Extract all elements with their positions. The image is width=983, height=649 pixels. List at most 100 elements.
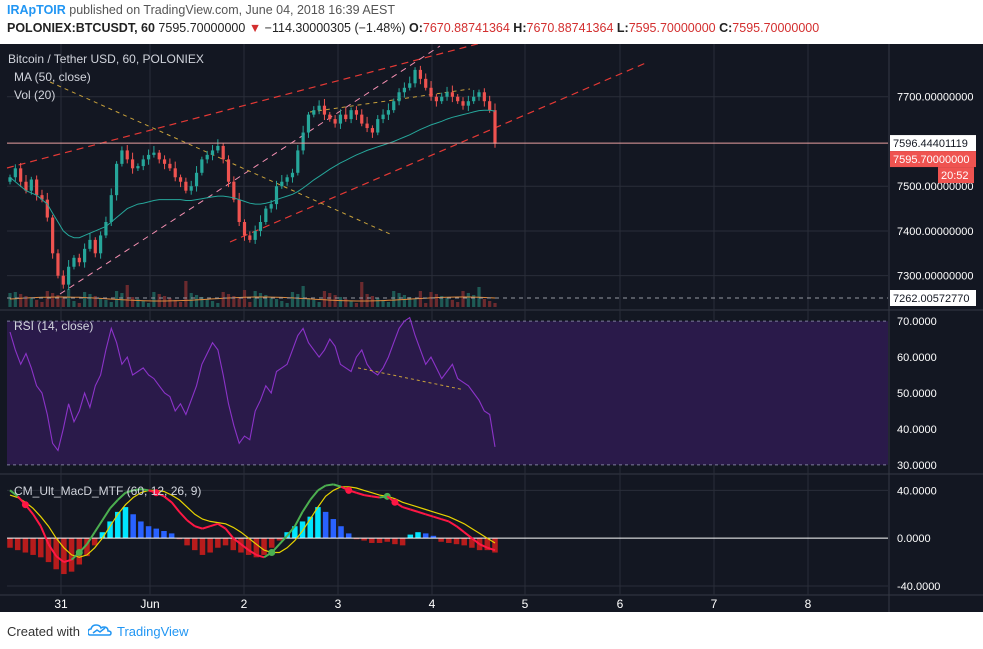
- candle-body[interactable]: [83, 248, 87, 263]
- candle-body[interactable]: [232, 181, 236, 200]
- candle-body[interactable]: [189, 186, 193, 191]
- price-axis[interactable]: 7700.00000000 7500.00000000 7400.00000000 7…: [890, 92, 976, 593]
- candle-body[interactable]: [56, 253, 60, 276]
- candle-body[interactable]: [51, 217, 55, 254]
- candle-body[interactable]: [280, 181, 284, 187]
- tradingview-brand-link[interactable]: TradingView: [117, 624, 189, 639]
- candle-body[interactable]: [146, 154, 151, 160]
- yellow-trendline[interactable]: [49, 81, 391, 235]
- candle-body[interactable]: [162, 159, 167, 164]
- candle-body[interactable]: [429, 87, 433, 97]
- candle-body[interactable]: [493, 110, 497, 144]
- macd-pane[interactable]: [7, 483, 888, 575]
- candle-body[interactable]: [397, 92, 401, 102]
- candle-body[interactable]: [434, 96, 438, 102]
- candle-body[interactable]: [109, 195, 113, 222]
- candle-body[interactable]: [114, 163, 119, 196]
- candle-body[interactable]: [253, 230, 257, 240]
- tradingview-cloud-icon[interactable]: [88, 622, 112, 638]
- candle-body[interactable]: [72, 257, 76, 267]
- candle-body[interactable]: [178, 177, 183, 182]
- candle-body[interactable]: [333, 119, 337, 124]
- candle-body[interactable]: [141, 159, 145, 167]
- candle-body[interactable]: [205, 154, 209, 160]
- candle-body[interactable]: [488, 101, 492, 111]
- candle-body[interactable]: [450, 92, 454, 97]
- candle-body[interactable]: [210, 150, 215, 155]
- candle-body[interactable]: [35, 179, 39, 196]
- candle-body[interactable]: [221, 145, 225, 160]
- candle-body[interactable]: [67, 266, 71, 285]
- candle-body[interactable]: [242, 222, 247, 236]
- candle-body[interactable]: [19, 168, 23, 182]
- rsi-pane[interactable]: [7, 316, 888, 466]
- candle-body[interactable]: [370, 128, 375, 133]
- candle-body[interactable]: [130, 159, 135, 169]
- candle-body[interactable]: [157, 152, 161, 160]
- candle-body[interactable]: [349, 110, 353, 120]
- candle-body[interactable]: [29, 179, 33, 191]
- candle-body[interactable]: [264, 208, 268, 222]
- candle-body[interactable]: [269, 204, 273, 209]
- candle-body[interactable]: [24, 181, 28, 191]
- yellow-trendline[interactable]: [309, 88, 471, 113]
- channel-upper-trendline[interactable]: [6, 44, 500, 169]
- candle-body[interactable]: [237, 199, 241, 222]
- candle-body[interactable]: [8, 177, 12, 182]
- candle-body[interactable]: [226, 159, 231, 182]
- candle-body[interactable]: [40, 195, 44, 200]
- candle-body[interactable]: [173, 168, 177, 178]
- candle-body[interactable]: [413, 69, 417, 84]
- candle-body[interactable]: [338, 114, 343, 124]
- candle-body[interactable]: [301, 132, 305, 151]
- candle-body[interactable]: [125, 150, 129, 160]
- candle-body[interactable]: [77, 257, 81, 263]
- candle-body[interactable]: [376, 119, 380, 133]
- candle-body[interactable]: [381, 114, 385, 120]
- candle-body[interactable]: [482, 92, 486, 102]
- candle-body[interactable]: [424, 78, 428, 88]
- candle-body[interactable]: [365, 123, 369, 129]
- candle-body[interactable]: [312, 110, 316, 115]
- candle-body[interactable]: [466, 101, 470, 106]
- candle-body[interactable]: [296, 150, 300, 173]
- candle-body[interactable]: [402, 87, 406, 93]
- candle-body[interactable]: [168, 163, 172, 169]
- candle-body[interactable]: [99, 235, 103, 254]
- author-link[interactable]: IRApTOIR: [7, 3, 66, 17]
- pink-trendline[interactable]: [59, 45, 441, 295]
- candle-body[interactable]: [445, 92, 449, 97]
- chart-canvas[interactable]: 7700.00000000 7500.00000000 7400.00000000 7…: [0, 44, 983, 612]
- candle-body[interactable]: [93, 239, 97, 254]
- candle-body[interactable]: [285, 177, 289, 182]
- candle-body[interactable]: [392, 101, 396, 111]
- candle-body[interactable]: [306, 114, 311, 133]
- candle-body[interactable]: [61, 275, 65, 285]
- price-pane[interactable]: [6, 44, 888, 307]
- candles[interactable]: [8, 65, 497, 290]
- candle-body[interactable]: [13, 168, 17, 178]
- candle-body[interactable]: [317, 105, 321, 111]
- candle-body[interactable]: [456, 96, 460, 102]
- candle-body[interactable]: [477, 92, 481, 97]
- candle-body[interactable]: [274, 186, 279, 205]
- channel-lower-trendline[interactable]: [229, 61, 649, 243]
- candle-body[interactable]: [440, 96, 444, 102]
- candle-body[interactable]: [88, 239, 92, 249]
- candle-body[interactable]: [290, 172, 295, 178]
- candle-body[interactable]: [328, 114, 332, 120]
- candle-body[interactable]: [248, 235, 252, 240]
- candle-body[interactable]: [258, 222, 263, 231]
- candle-body[interactable]: [136, 166, 140, 169]
- candle-body[interactable]: [344, 114, 348, 120]
- candle-body[interactable]: [120, 150, 124, 164]
- candle-body[interactable]: [418, 69, 422, 79]
- candle-body[interactable]: [152, 152, 156, 155]
- candle-body[interactable]: [360, 114, 364, 124]
- candle-body[interactable]: [104, 222, 108, 236]
- candle-body[interactable]: [322, 105, 327, 115]
- candle-body[interactable]: [200, 159, 204, 173]
- candle-body[interactable]: [194, 172, 199, 187]
- candle-body[interactable]: [408, 83, 412, 88]
- candle-body[interactable]: [461, 101, 465, 106]
